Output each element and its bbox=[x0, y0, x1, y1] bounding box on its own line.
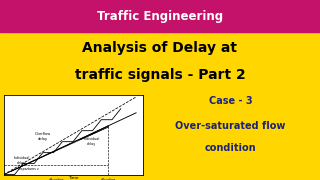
Text: Individual
delay: Individual delay bbox=[83, 137, 100, 146]
Polygon shape bbox=[80, 126, 108, 140]
Text: Case - 3: Case - 3 bbox=[209, 96, 252, 106]
Text: Individual
delay: Individual delay bbox=[14, 156, 30, 165]
Text: Overflow
delay: Overflow delay bbox=[35, 132, 51, 141]
Text: eRcycling: eRcycling bbox=[49, 178, 64, 180]
Text: ePcycling: ePcycling bbox=[101, 178, 116, 180]
X-axis label: Time: Time bbox=[68, 176, 79, 180]
Text: Over-saturated flow: Over-saturated flow bbox=[175, 121, 285, 131]
Text: condition: condition bbox=[204, 143, 256, 153]
Y-axis label: Cumulative vehicles: Cumulative vehicles bbox=[0, 113, 3, 157]
Text: Traffic Engineering: Traffic Engineering bbox=[97, 10, 223, 22]
Text: Analysis of Delay at: Analysis of Delay at bbox=[83, 41, 237, 55]
Text: Departures z: Departures z bbox=[18, 167, 38, 171]
Text: traffic signals - Part 2: traffic signals - Part 2 bbox=[75, 68, 245, 82]
